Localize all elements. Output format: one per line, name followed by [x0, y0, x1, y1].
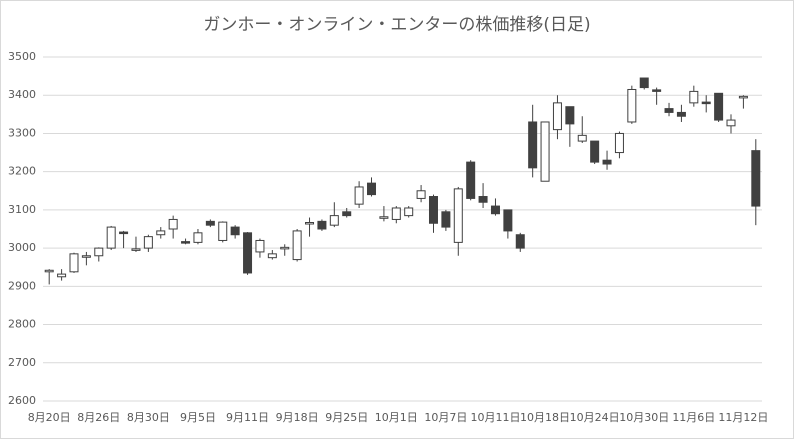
body — [106, 226, 116, 249]
body — [565, 106, 575, 125]
body — [143, 236, 153, 249]
y-tick-label: 3200 — [8, 165, 36, 178]
y-tick-label: 2700 — [8, 356, 36, 369]
y-tick-label: 2800 — [8, 318, 36, 331]
x-tick-label: 9月18日 — [276, 411, 319, 424]
body — [119, 231, 129, 235]
body — [701, 101, 711, 105]
body — [453, 188, 463, 243]
body — [342, 211, 352, 217]
body — [490, 205, 500, 215]
x-tick-label: 10月18日 — [520, 411, 570, 424]
body — [44, 269, 54, 273]
x-tick-label: 10月30日 — [619, 411, 669, 424]
body — [639, 77, 649, 89]
y-tick-label: 2600 — [8, 394, 36, 407]
body — [218, 221, 228, 241]
body — [329, 215, 339, 226]
body — [168, 218, 178, 230]
body — [292, 230, 302, 261]
body — [738, 95, 748, 99]
x-tick-label: 11月6日 — [672, 411, 715, 424]
body — [379, 216, 389, 219]
body — [441, 211, 451, 228]
body — [602, 159, 612, 165]
x-tick-label: 8月30日 — [127, 411, 170, 424]
body — [243, 232, 253, 274]
body — [305, 222, 315, 225]
body — [590, 140, 600, 163]
body — [428, 196, 438, 224]
y-tick-label: 2900 — [8, 279, 36, 292]
body — [354, 186, 364, 205]
body — [689, 90, 699, 104]
body — [94, 247, 104, 257]
x-tick-label: 8月20日 — [28, 411, 71, 424]
x-tick-label: 9月11日 — [226, 411, 269, 424]
body — [156, 230, 166, 236]
x-tick-label: 10月7日 — [424, 411, 467, 424]
body — [664, 108, 674, 113]
x-tick-label: 11月12日 — [718, 411, 768, 424]
body — [466, 161, 476, 199]
body — [503, 209, 513, 232]
body — [751, 150, 761, 207]
body — [577, 134, 587, 142]
body — [404, 207, 414, 217]
x-tick-label: 9月25日 — [325, 411, 368, 424]
body — [552, 102, 562, 131]
body — [81, 255, 91, 258]
body — [193, 232, 203, 243]
body — [652, 89, 662, 92]
body — [528, 121, 538, 169]
x-tick-label: 9月5日 — [180, 411, 216, 424]
body — [205, 220, 215, 226]
body — [57, 273, 67, 278]
body — [714, 92, 724, 121]
chart-title: ガンホー・オンライン・エンターの株価推移(日足) — [203, 15, 590, 35]
y-tick-label: 3000 — [8, 241, 36, 254]
body — [627, 88, 637, 123]
body — [478, 196, 488, 203]
body — [367, 182, 377, 196]
body — [255, 239, 265, 253]
x-tick-label: 10月24日 — [570, 411, 620, 424]
body — [515, 234, 525, 249]
y-tick-label: 3500 — [8, 50, 36, 63]
body — [280, 246, 290, 250]
body — [317, 220, 327, 230]
body — [676, 111, 686, 117]
body — [230, 226, 240, 236]
body — [416, 190, 426, 199]
body — [614, 132, 624, 154]
x-tick-label: 8月26日 — [77, 411, 120, 424]
y-tick-label: 3400 — [8, 88, 36, 101]
x-tick-label: 10月1日 — [375, 411, 418, 424]
body — [131, 248, 141, 251]
body — [540, 121, 550, 182]
body — [69, 253, 79, 273]
y-tick-label: 3100 — [8, 203, 36, 216]
x-tick-label: 10月11日 — [470, 411, 520, 424]
body — [267, 253, 277, 259]
body — [391, 207, 401, 220]
y-tick-label: 3300 — [8, 126, 36, 139]
body — [181, 241, 191, 244]
body — [726, 119, 736, 127]
